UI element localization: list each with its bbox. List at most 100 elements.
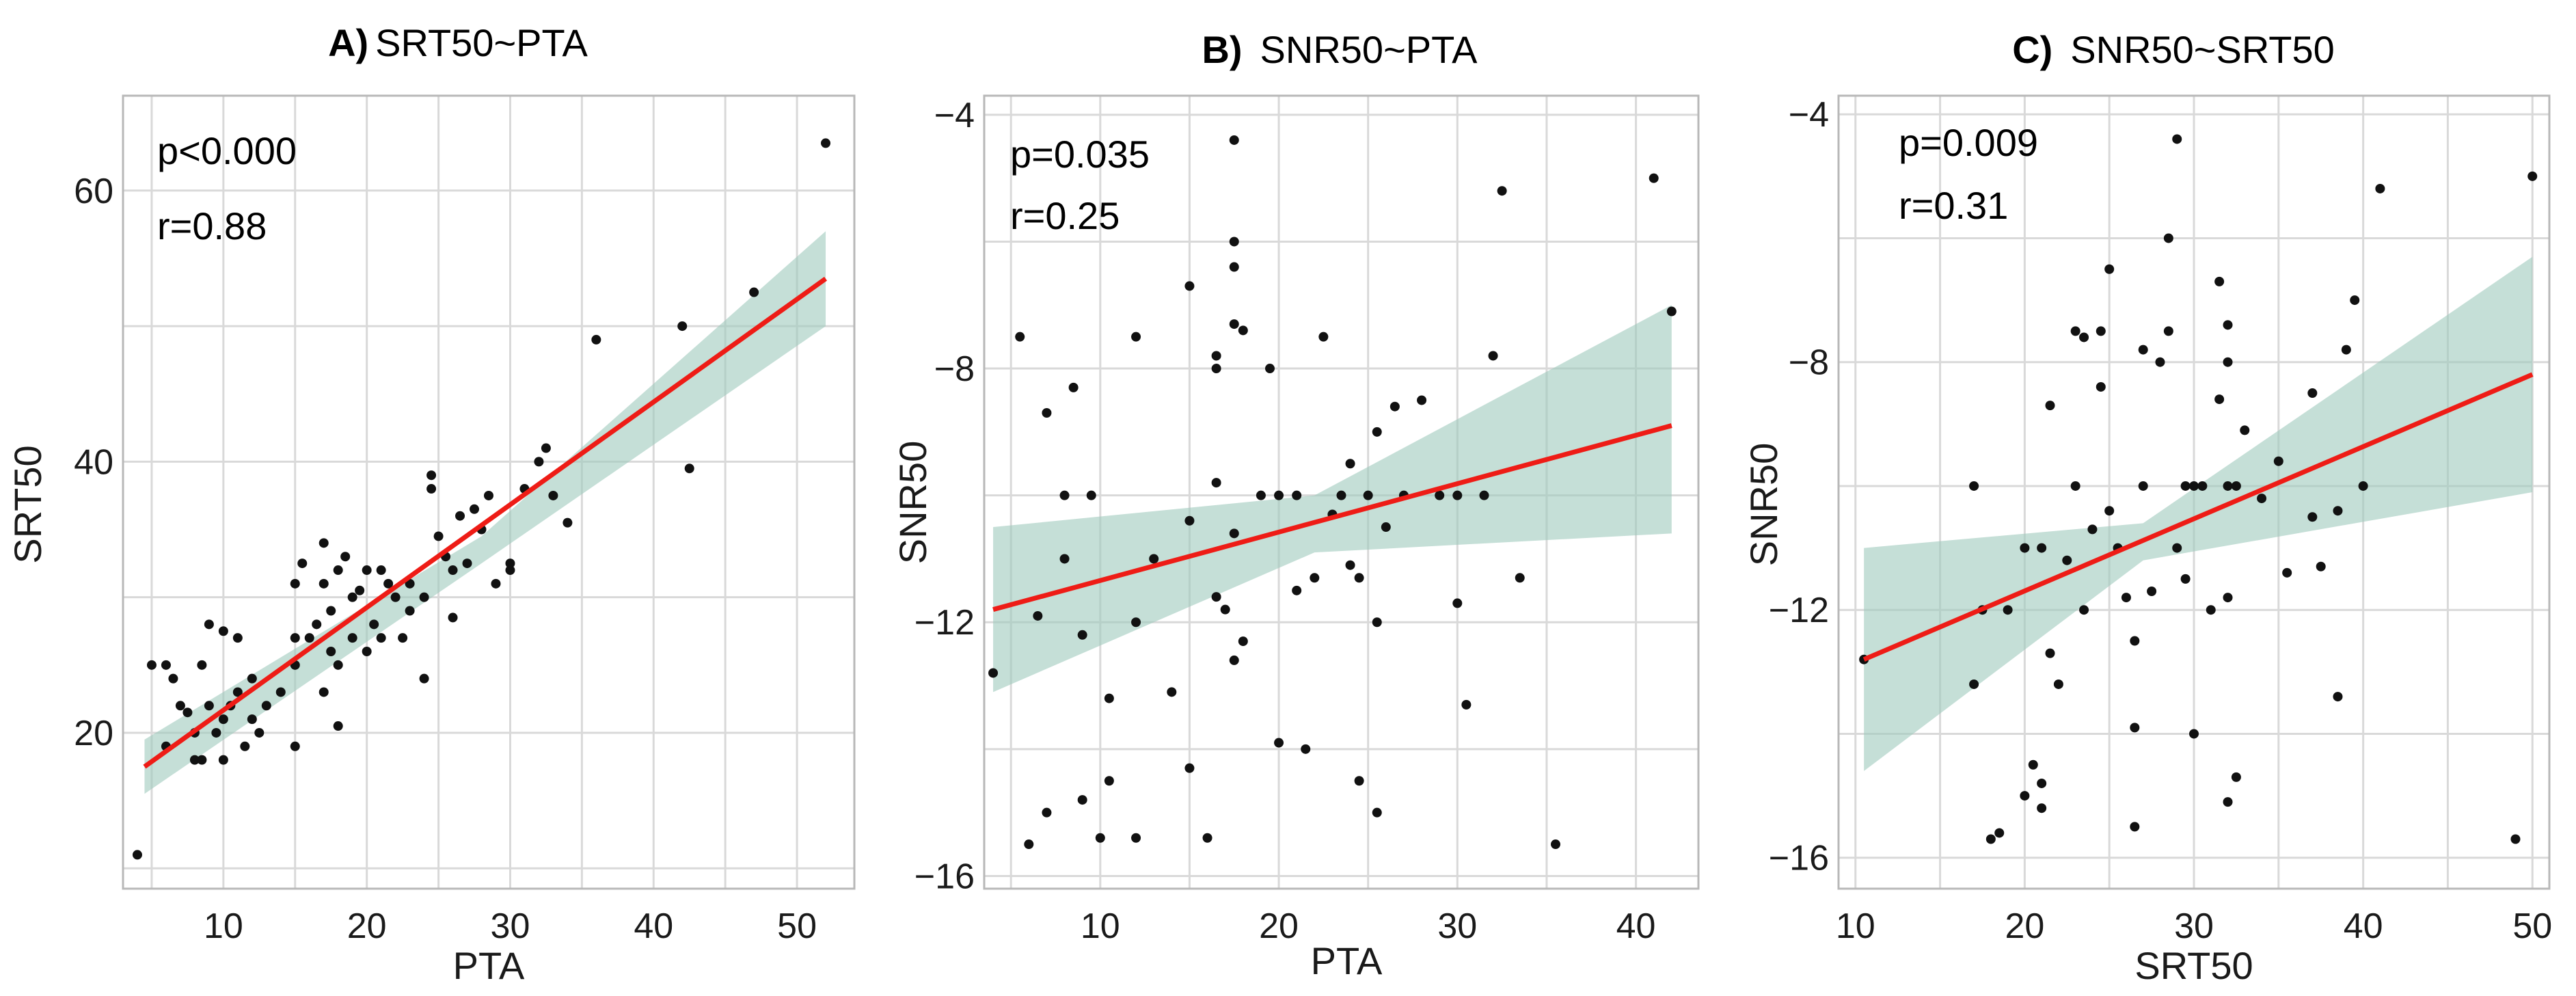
panel-a-x-tick-label: 40 — [634, 906, 673, 946]
panel-c-regression-line — [1862, 372, 2534, 662]
panel-c-data-point — [2333, 506, 2343, 516]
panel-c-data-point — [2316, 561, 2326, 571]
panel-b-data-point — [1372, 807, 1382, 818]
panel-b-data-point — [1479, 490, 1489, 500]
panel-b-letter: B) — [1202, 28, 1242, 71]
panel-a-data-point — [462, 558, 472, 569]
panel-c-data-point — [2273, 456, 2283, 466]
panel-c-data-point — [2020, 791, 2030, 801]
panel-c-data-point — [2189, 729, 2199, 739]
panel-b-data-point — [1077, 630, 1087, 640]
panel-b-data-point — [1184, 515, 1195, 526]
panel-b-x-tick-label: 20 — [1259, 906, 1299, 946]
panel-c-data-point — [1985, 834, 1996, 844]
panel-c-data-point — [2138, 345, 2148, 355]
panel-a-x-tick-label: 20 — [347, 906, 387, 946]
panel-a-data-point — [290, 633, 300, 643]
panel-b-y-tick-label: −4 — [934, 96, 975, 135]
panel-a-x-axis-label: PTA — [453, 944, 525, 987]
panel-a-data-point — [505, 558, 515, 569]
panel-a-data-point — [591, 334, 601, 345]
panel-c-data-point — [2163, 233, 2173, 243]
panel-c-y-tick-label: −4 — [1789, 95, 1829, 135]
panel-c-data-point — [2155, 357, 2165, 367]
panel-a-title-text: SRT50~PTA — [375, 21, 588, 64]
panel-b-data-point — [1033, 610, 1043, 621]
panel-a-y-tick-label: 60 — [74, 172, 113, 211]
panel-b-data-point — [1015, 332, 1025, 342]
panel-c-x-axis-label: SRT50 — [2134, 944, 2253, 987]
panel-a-data-point — [677, 321, 688, 332]
panel-b-data-point — [1515, 573, 1525, 583]
panel-a-data-point — [297, 558, 308, 569]
panel-a-data-point — [455, 511, 465, 521]
panel-c-data-point — [2333, 692, 2343, 702]
panel-a-data-point — [326, 646, 336, 656]
panel-c-r-value: r=0.31 — [1899, 184, 2008, 227]
panel-c-data-point — [2130, 822, 2140, 832]
panel-b-data-point — [1131, 617, 1141, 628]
panel-b-data-point — [1417, 395, 1427, 405]
panel-c-data-point — [2197, 481, 2208, 491]
panel-c-data-point — [2189, 481, 2199, 491]
panel-a-data-point — [333, 660, 343, 670]
panel-b-x-tick-label: 40 — [1616, 906, 1656, 946]
panel-b-data-point — [1104, 776, 1114, 786]
panel-c-data-point — [2223, 797, 2233, 807]
panel-c-data-point — [1969, 679, 1979, 689]
panel-b-data-point — [1229, 319, 1239, 329]
panel-c-data-point — [2096, 326, 2106, 336]
panel-c-title-text: SNR50~SRT50 — [2070, 28, 2335, 71]
panel-a-data-point — [132, 850, 142, 860]
panel-a-data-point — [232, 687, 243, 697]
panel-b-data-point — [1274, 490, 1284, 500]
panel-b-data-point — [1488, 351, 1498, 361]
panel-a-data-point — [433, 531, 444, 541]
panel-b-data-point — [1292, 585, 1302, 595]
panel-a-data-point — [419, 673, 429, 684]
panel-a-data-point — [541, 443, 551, 453]
panel-b-data-point — [1452, 490, 1463, 500]
panel-a-data-point — [376, 565, 386, 576]
panel-b: 10 20 30 40 −16 −12 −8 −4 B) SNR50~PTA PTA SNR50… — [891, 28, 1700, 982]
panel-b-data-point — [1211, 478, 1221, 488]
panel-a-data-point — [333, 565, 343, 576]
panel-a-data-point — [146, 660, 157, 670]
panel-b-data-point — [1363, 490, 1373, 500]
panel-b-data-point — [1435, 490, 1445, 500]
panel-c-data-point — [2070, 481, 2080, 491]
panel-c-plot-area: 10 20 30 40 50 −16 −12 −8 −4 — [1769, 94, 2552, 946]
panel-b-data-point — [988, 668, 999, 678]
panel-a: 10 20 30 40 50 20 40 60 A) SRT50~PTA PTA SRT50 p… — [6, 21, 856, 987]
panel-a-data-point — [290, 741, 300, 751]
panel-a-data-point — [175, 701, 185, 711]
panel-c-data-point — [2045, 648, 2055, 658]
panel-b-data-point — [1649, 173, 1659, 183]
panel-b-y-tick-label: −8 — [934, 349, 975, 389]
panel-a-data-point — [821, 138, 831, 148]
panel-a-data-point — [189, 755, 200, 765]
panel-c-data-point — [2079, 605, 2089, 615]
panel-a-y-tick-label: 40 — [74, 442, 113, 482]
panel-a-y-tick-label: 20 — [74, 714, 113, 753]
panel-a-data-point — [211, 727, 221, 738]
panel-a-data-point — [312, 619, 322, 630]
panel-a-r-value: r=0.88 — [157, 204, 267, 247]
panel-b-data-point — [1167, 687, 1177, 697]
panel-c-x-tick-label: 40 — [2344, 906, 2383, 946]
panel-b-data-point — [1238, 636, 1248, 647]
panel-b-data-point — [1104, 693, 1114, 703]
panel-b-data-point — [1068, 382, 1079, 392]
panel-b-data-point — [1042, 807, 1052, 818]
panel-c-data-point — [2028, 759, 2038, 770]
panel-b-data-point — [1184, 763, 1195, 773]
panel-b-data-point — [1059, 490, 1070, 500]
panel-b-x-axis-label: PTA — [1311, 939, 1383, 982]
panel-a-data-point — [182, 708, 193, 718]
panel-c-data-point — [2375, 183, 2385, 193]
panel-b-plot-area: 10 20 30 40 −16 −12 −8 −4 — [914, 94, 1700, 946]
panel-b-regression-line — [992, 423, 1672, 613]
panel-b-data-point — [1310, 573, 1320, 583]
panel-c-data-point — [2121, 593, 2131, 603]
panel-a-data-point — [548, 490, 558, 500]
